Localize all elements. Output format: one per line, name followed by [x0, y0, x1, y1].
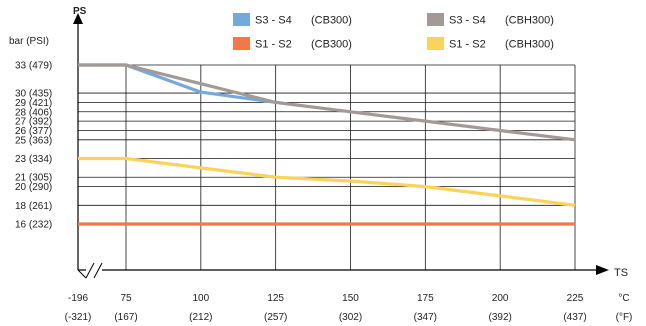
legend-series-name: S3 - S4: [449, 15, 486, 27]
x-tick-label-f: (302): [339, 312, 362, 323]
x-tick-label-f: (437): [563, 312, 586, 323]
y-tick-label: 16 (232): [15, 220, 52, 231]
y-tick-label: 25 (363): [15, 135, 52, 146]
y-tick-label: 33 (479): [15, 61, 52, 72]
axis-break-mark: [85, 262, 103, 279]
x-tick-label-c: 75: [120, 293, 132, 304]
x-tick-label-f: (257): [264, 312, 287, 323]
axis-labels: 33 (479) 30 (435)29 (421)28 (406)27 (392)…: [9, 6, 632, 323]
y-tick-label: 30 (435): [15, 89, 52, 100]
legend-swatch: [233, 13, 250, 26]
legend-series-grade: (CB300): [311, 15, 352, 27]
y-tick-label: 21 (305): [15, 173, 52, 184]
x-tick-label-c: 100: [192, 293, 209, 304]
legend: S3 - S4 (CB300) S1 - S2 (CB300) S3 - S4 (CBH3…: [233, 13, 554, 51]
axes: [73, 13, 609, 279]
legend-series-grade: (CB300): [311, 39, 352, 51]
x-tick-label-c: 225: [567, 293, 584, 304]
y-tick-label: 27 (392): [15, 117, 52, 128]
x-axis-arrow: [596, 265, 609, 275]
legend-swatch: [427, 37, 444, 50]
series-line-s3-s4-cb300: [78, 63, 276, 104]
x-tick-label-c: 175: [417, 293, 434, 304]
x-unit-fahrenheit: (°F): [616, 312, 633, 323]
y-axis-arrow: [73, 13, 83, 24]
x-tick-label-c: 200: [492, 293, 509, 304]
x-tick-label-c: -196: [68, 293, 88, 304]
axis-break-gap: [86, 266, 102, 275]
axis-break-tail: [77, 269, 87, 279]
y-axis-title: PS: [73, 6, 87, 17]
legend-series-name: S1 - S2: [255, 39, 292, 51]
x-axis-title: TS: [614, 267, 628, 279]
y-tick-label: 23 (334): [15, 154, 52, 165]
legend-series-name: S3 - S4: [255, 15, 292, 27]
x-tick-label-f: (347): [414, 312, 437, 323]
x-tick-label-f: (212): [189, 312, 212, 323]
series-line-s1-s2-cbh300: [78, 156, 576, 207]
series-line-s3-s4-cbh300: [78, 63, 576, 142]
x-tick-label-c: 150: [342, 293, 359, 304]
legend-series-name: S1 - S2: [449, 39, 486, 51]
y-tick-label: 18 (261): [15, 201, 52, 212]
x-unit-celsius: °C: [618, 293, 629, 304]
x-tick-label-c: 125: [267, 293, 284, 304]
grid: [78, 64, 576, 270]
legend-swatch: [233, 37, 250, 50]
x-tick-label-f: (167): [114, 312, 137, 323]
y-axis-unit-label: bar (PSI): [9, 36, 49, 47]
legend-series-grade: (CBH300): [505, 15, 554, 27]
y-tick-label: 28 (406): [15, 107, 52, 118]
y-tick-label: 26 (377): [15, 126, 52, 137]
series-lines: [78, 63, 576, 226]
x-tick-label-f: (-321): [65, 312, 92, 323]
x-tick-label-f: (392): [488, 312, 511, 323]
y-tick-label: 29 (421): [15, 98, 52, 109]
legend-swatch: [427, 13, 444, 26]
y-tick-label: 20 (290): [15, 182, 52, 193]
legend-series-grade: (CBH300): [505, 39, 554, 51]
